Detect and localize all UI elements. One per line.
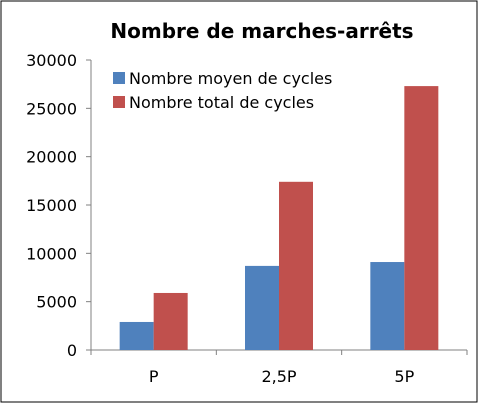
legend-swatch xyxy=(113,72,125,84)
bar-moyen-0 xyxy=(119,321,154,350)
x-tick-label: P xyxy=(149,367,159,386)
y-ticks: 0 5000 10000 15000 20000 25000 30000 xyxy=(26,51,91,360)
legend-label: Nombre moyen de cycles xyxy=(129,69,332,88)
y-tick-label: 25000 xyxy=(26,99,77,118)
bar-total-1 xyxy=(279,181,313,350)
x-tick-label: 5P xyxy=(394,367,414,386)
y-tick-label: 10000 xyxy=(26,244,77,263)
bar-total-0 xyxy=(153,292,188,350)
bars xyxy=(119,86,439,350)
x-tick-label: 2,5P xyxy=(261,367,296,386)
legend: Nombre moyen de cycles Nombre total de cy… xyxy=(113,69,332,112)
y-tick-label: 30000 xyxy=(26,51,77,70)
bar-moyen-2 xyxy=(370,262,405,350)
legend-swatch xyxy=(113,96,125,108)
bar-moyen-1 xyxy=(245,265,279,350)
chart-title: Nombre de marches-arrêts xyxy=(110,19,413,43)
bar-total-2 xyxy=(404,86,439,350)
y-tick-label: 5000 xyxy=(36,293,77,312)
y-tick-label: 15000 xyxy=(26,196,77,215)
legend-label: Nombre total de cycles xyxy=(129,93,314,112)
x-ticks: P 2,5P 5P xyxy=(90,350,468,386)
y-tick-label: 0 xyxy=(67,341,77,360)
y-tick-label: 20000 xyxy=(26,148,77,167)
